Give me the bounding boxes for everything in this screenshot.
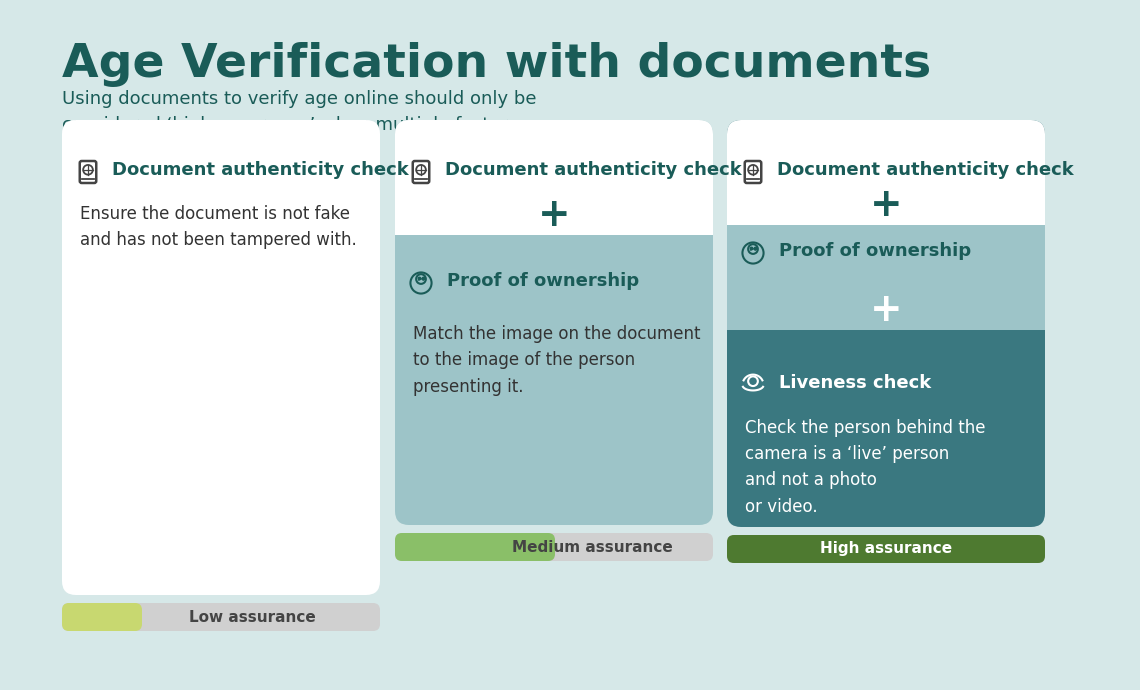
Bar: [727, 211, 1045, 225]
Text: +: +: [870, 186, 903, 224]
Text: Liveness check: Liveness check: [779, 374, 931, 392]
FancyBboxPatch shape: [394, 120, 712, 525]
FancyBboxPatch shape: [394, 533, 555, 561]
FancyBboxPatch shape: [727, 535, 1045, 563]
Text: Match the image on the document
to the image of the person
presenting it.: Match the image on the document to the i…: [413, 325, 700, 396]
FancyBboxPatch shape: [62, 120, 380, 595]
Bar: [727, 211, 1045, 330]
Text: Document authenticity check: Document authenticity check: [112, 161, 409, 179]
Text: Document authenticity check: Document authenticity check: [445, 161, 742, 179]
FancyBboxPatch shape: [394, 533, 712, 561]
FancyBboxPatch shape: [62, 603, 380, 631]
PathPatch shape: [727, 211, 1045, 330]
Text: Proof of ownership: Proof of ownership: [447, 272, 640, 290]
Text: +: +: [870, 291, 903, 329]
Text: Medium assurance: Medium assurance: [512, 540, 673, 555]
FancyBboxPatch shape: [727, 120, 1045, 527]
Text: Proof of ownership: Proof of ownership: [779, 242, 971, 260]
Text: +: +: [538, 196, 570, 234]
Text: High assurance: High assurance: [820, 542, 952, 557]
Bar: [394, 221, 712, 235]
PathPatch shape: [394, 120, 712, 235]
Text: Document authenticity check: Document authenticity check: [777, 161, 1074, 179]
Text: Ensure the document is not fake
and has not been tampered with.: Ensure the document is not fake and has …: [80, 205, 357, 249]
PathPatch shape: [727, 120, 1045, 225]
Text: Using documents to verify age online should only be
considered ‘high assurance’ : Using documents to verify age online sho…: [62, 90, 537, 159]
FancyBboxPatch shape: [62, 603, 142, 631]
FancyBboxPatch shape: [727, 535, 1045, 563]
Text: Check the person behind the
camera is a ‘live’ person
and not a photo
or video.: Check the person behind the camera is a …: [746, 419, 985, 516]
Text: Age Verification with documents: Age Verification with documents: [62, 42, 931, 87]
Text: Low assurance: Low assurance: [189, 609, 316, 624]
